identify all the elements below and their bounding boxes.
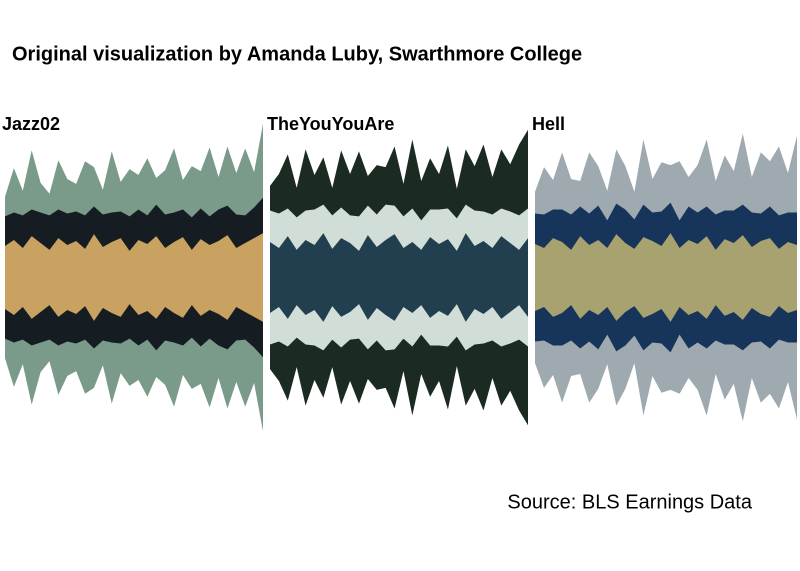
stream-layer [5, 233, 263, 322]
panel-title: Hell [532, 114, 565, 134]
source: Source: BLS Earnings Data [507, 491, 752, 513]
stream-layer [535, 233, 797, 322]
chart-title: Original visualization by Amanda Luby, S… [12, 43, 582, 65]
panel-title: Jazz02 [2, 114, 60, 134]
stream-layer [270, 233, 528, 322]
panel-title: TheYouYouAre [267, 114, 394, 134]
